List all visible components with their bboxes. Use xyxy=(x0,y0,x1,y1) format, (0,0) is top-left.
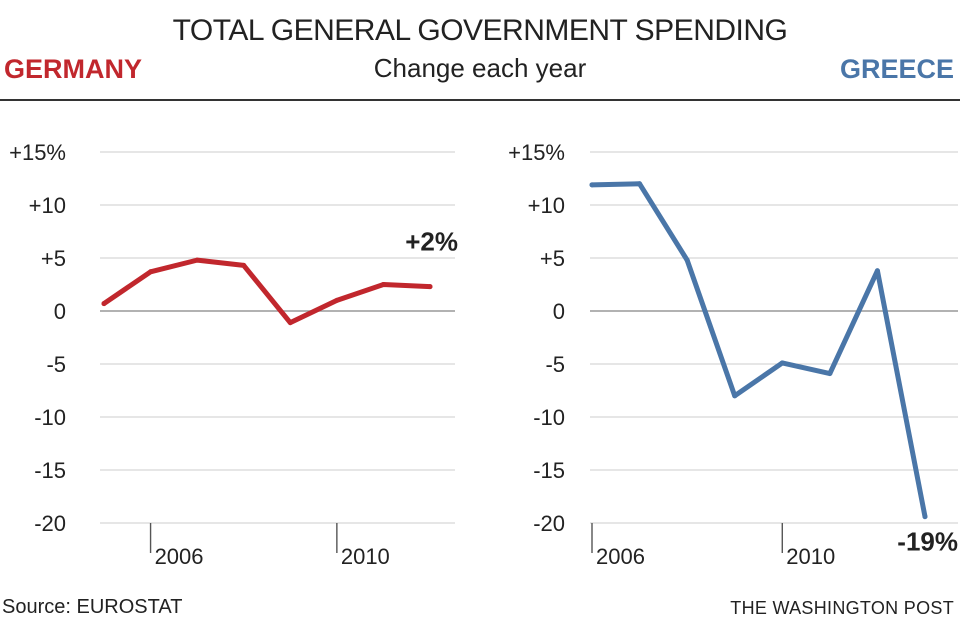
germany-ytick-label: +5 xyxy=(41,246,66,271)
germany-xtick-label: 2006 xyxy=(155,544,204,569)
greece-data-point xyxy=(589,182,595,188)
greece-ytick-label: -5 xyxy=(545,352,565,377)
greece-ytick-label: 0 xyxy=(553,299,565,324)
greece-ytick-label: -20 xyxy=(533,511,565,536)
germany-data-point xyxy=(101,301,107,307)
germany-data-point xyxy=(380,282,386,287)
source-note: Source: EUROSTAT xyxy=(2,596,183,618)
greece-data-point xyxy=(827,371,833,377)
greece-end-label: -19% xyxy=(897,527,958,557)
greece-data-point xyxy=(732,393,738,399)
greece-xtick-label: 2006 xyxy=(596,544,645,569)
greece-series-line xyxy=(589,181,928,520)
germany-ytick-label: -15 xyxy=(34,458,66,483)
greece-data-point xyxy=(684,257,690,263)
greece-ytick-label: -15 xyxy=(533,458,565,483)
greece-ytick-label: +10 xyxy=(528,193,565,218)
germany-ytick-label: -10 xyxy=(34,405,66,430)
greece-data-point xyxy=(779,360,785,366)
germany-ytick-label: +10 xyxy=(29,193,66,218)
greece-ytick-label: +15% xyxy=(508,140,565,165)
germany-data-point xyxy=(287,320,293,326)
germany-ytick-label: +15% xyxy=(9,140,66,165)
publisher-credit: THE WASHINGTON POST xyxy=(730,598,954,618)
germany-xtick-label: 2010 xyxy=(341,544,390,569)
greece-xtick-label: 2010 xyxy=(786,544,835,569)
germany-data-point xyxy=(194,257,200,263)
germany-ytick-label: 0 xyxy=(54,299,66,324)
germany-panel-title: GERMANY xyxy=(4,54,143,84)
germany-ytick-label: -20 xyxy=(34,511,66,536)
chart-subtitle: Change each year xyxy=(373,53,587,83)
germany-data-point xyxy=(241,262,247,268)
germany-data-point xyxy=(427,284,433,290)
greece-data-point xyxy=(922,514,928,520)
chart-title: TOTAL GENERAL GOVERNMENT SPENDING xyxy=(172,14,788,47)
germany-data-point xyxy=(334,297,340,303)
germany-end-label: +2% xyxy=(405,227,458,257)
germany-data-point xyxy=(148,269,154,275)
greece-ytick-label: -10 xyxy=(533,405,565,430)
greece-data-point xyxy=(637,181,643,187)
header-rule xyxy=(0,99,960,101)
greece-panel-title: GREECE xyxy=(839,54,954,84)
greece-data-point xyxy=(874,268,880,274)
germany-series-line xyxy=(101,257,433,326)
germany-ytick-label: -5 xyxy=(46,352,66,377)
greece-ytick-label: +5 xyxy=(540,246,565,271)
